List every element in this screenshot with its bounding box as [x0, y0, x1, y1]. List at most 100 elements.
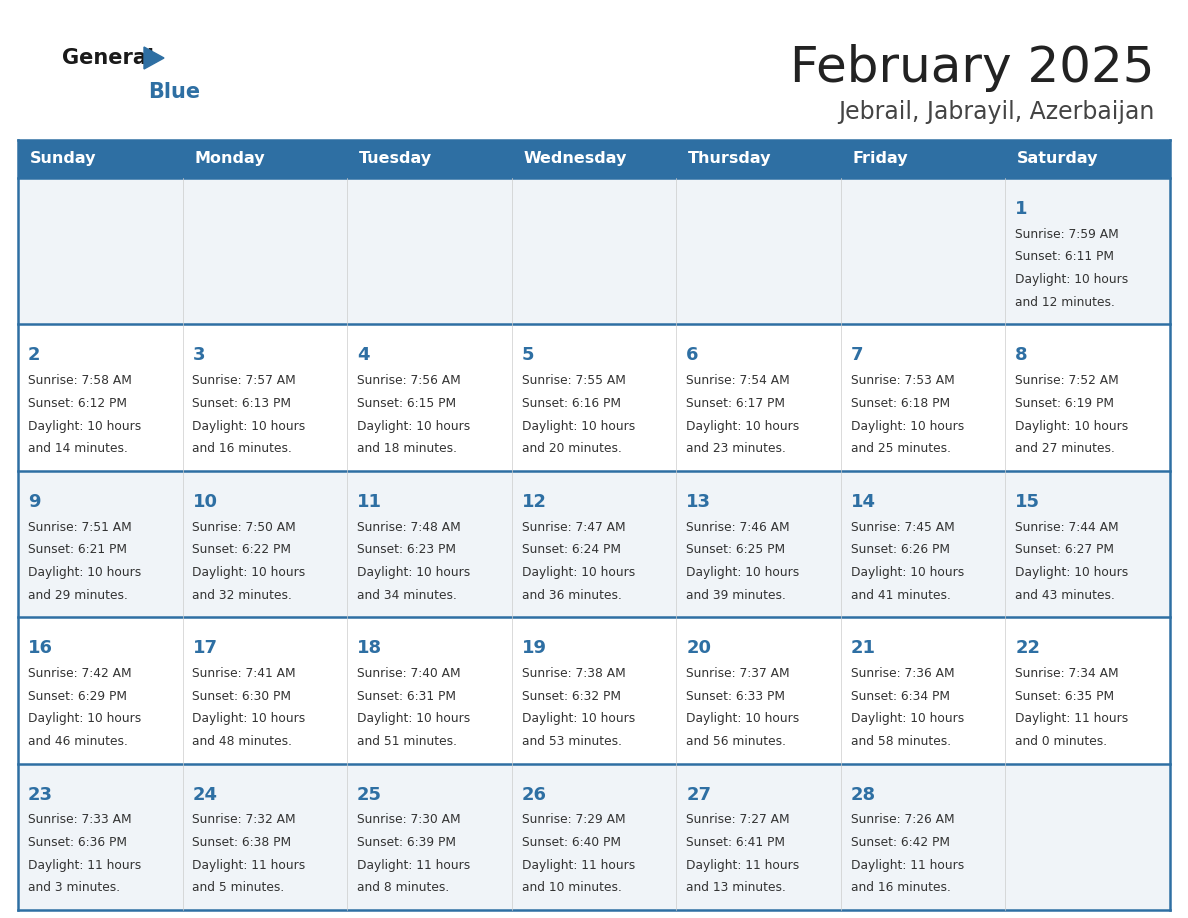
- Text: Monday: Monday: [194, 151, 265, 166]
- Bar: [18, 764, 1170, 910]
- Text: Sunrise: 7:29 AM: Sunrise: 7:29 AM: [522, 813, 625, 826]
- Text: Sunset: 6:39 PM: Sunset: 6:39 PM: [358, 836, 456, 849]
- Text: Sunset: 6:21 PM: Sunset: 6:21 PM: [27, 543, 127, 556]
- Text: Sunrise: 7:50 AM: Sunrise: 7:50 AM: [192, 521, 296, 533]
- Text: Sunrise: 7:44 AM: Sunrise: 7:44 AM: [1016, 521, 1119, 533]
- Text: 11: 11: [358, 493, 383, 510]
- Text: Sunrise: 7:37 AM: Sunrise: 7:37 AM: [687, 667, 790, 680]
- Bar: [183, 140, 347, 178]
- Text: and 12 minutes.: and 12 minutes.: [1016, 296, 1116, 308]
- Text: Tuesday: Tuesday: [359, 151, 431, 166]
- Text: and 32 minutes.: and 32 minutes.: [192, 588, 292, 601]
- Text: Sunset: 6:18 PM: Sunset: 6:18 PM: [851, 397, 950, 409]
- Text: Sunday: Sunday: [30, 151, 96, 166]
- Text: Sunrise: 7:41 AM: Sunrise: 7:41 AM: [192, 667, 296, 680]
- Text: Sunrise: 7:38 AM: Sunrise: 7:38 AM: [522, 667, 625, 680]
- Text: Sunset: 6:22 PM: Sunset: 6:22 PM: [192, 543, 291, 556]
- Text: Sunset: 6:38 PM: Sunset: 6:38 PM: [192, 836, 291, 849]
- Text: Daylight: 11 hours: Daylight: 11 hours: [687, 858, 800, 872]
- Bar: [512, 140, 676, 178]
- Text: Sunset: 6:26 PM: Sunset: 6:26 PM: [851, 543, 949, 556]
- Text: Sunset: 6:41 PM: Sunset: 6:41 PM: [687, 836, 785, 849]
- Text: Sunrise: 7:51 AM: Sunrise: 7:51 AM: [27, 521, 132, 533]
- Text: Daylight: 10 hours: Daylight: 10 hours: [1016, 420, 1129, 432]
- Text: Daylight: 10 hours: Daylight: 10 hours: [358, 420, 470, 432]
- Text: Sunset: 6:31 PM: Sunset: 6:31 PM: [358, 689, 456, 702]
- Text: Sunrise: 7:53 AM: Sunrise: 7:53 AM: [851, 375, 954, 387]
- Text: Thursday: Thursday: [688, 151, 771, 166]
- Text: 20: 20: [687, 639, 712, 657]
- Text: Daylight: 10 hours: Daylight: 10 hours: [522, 712, 634, 725]
- Text: Sunset: 6:30 PM: Sunset: 6:30 PM: [192, 689, 291, 702]
- Text: Sunset: 6:12 PM: Sunset: 6:12 PM: [27, 397, 127, 409]
- Text: Daylight: 10 hours: Daylight: 10 hours: [27, 420, 141, 432]
- Bar: [676, 140, 841, 178]
- Text: and 29 minutes.: and 29 minutes.: [27, 588, 128, 601]
- Text: February 2025: February 2025: [790, 44, 1155, 92]
- Text: and 51 minutes.: and 51 minutes.: [358, 735, 457, 748]
- Text: Daylight: 10 hours: Daylight: 10 hours: [27, 566, 141, 579]
- Text: Sunrise: 7:52 AM: Sunrise: 7:52 AM: [1016, 375, 1119, 387]
- Text: and 10 minutes.: and 10 minutes.: [522, 881, 621, 894]
- Text: and 41 minutes.: and 41 minutes.: [851, 588, 950, 601]
- Text: Daylight: 10 hours: Daylight: 10 hours: [1016, 566, 1129, 579]
- Text: 16: 16: [27, 639, 53, 657]
- Text: and 36 minutes.: and 36 minutes.: [522, 588, 621, 601]
- Text: Sunrise: 7:34 AM: Sunrise: 7:34 AM: [1016, 667, 1119, 680]
- Text: 24: 24: [192, 786, 217, 803]
- Text: Daylight: 10 hours: Daylight: 10 hours: [522, 420, 634, 432]
- Bar: [18, 178, 1170, 324]
- Text: and 20 minutes.: and 20 minutes.: [522, 442, 621, 455]
- Bar: [18, 140, 183, 178]
- Text: and 27 minutes.: and 27 minutes.: [1016, 442, 1116, 455]
- Text: and 16 minutes.: and 16 minutes.: [192, 442, 292, 455]
- Text: Wednesday: Wednesday: [523, 151, 626, 166]
- Text: and 13 minutes.: and 13 minutes.: [687, 881, 786, 894]
- Text: 23: 23: [27, 786, 53, 803]
- Text: and 14 minutes.: and 14 minutes.: [27, 442, 128, 455]
- Text: Sunset: 6:13 PM: Sunset: 6:13 PM: [192, 397, 291, 409]
- Text: Daylight: 11 hours: Daylight: 11 hours: [1016, 712, 1129, 725]
- Bar: [18, 617, 1170, 764]
- Text: Daylight: 10 hours: Daylight: 10 hours: [1016, 274, 1129, 286]
- Text: 26: 26: [522, 786, 546, 803]
- Text: Daylight: 10 hours: Daylight: 10 hours: [27, 712, 141, 725]
- Text: Sunrise: 7:45 AM: Sunrise: 7:45 AM: [851, 521, 954, 533]
- Text: Sunset: 6:42 PM: Sunset: 6:42 PM: [851, 836, 949, 849]
- Text: Blue: Blue: [148, 82, 200, 102]
- Text: Daylight: 10 hours: Daylight: 10 hours: [687, 420, 800, 432]
- Text: 7: 7: [851, 346, 864, 364]
- Text: Daylight: 11 hours: Daylight: 11 hours: [192, 858, 305, 872]
- Text: and 46 minutes.: and 46 minutes.: [27, 735, 128, 748]
- Text: 2: 2: [27, 346, 40, 364]
- Text: 1: 1: [1016, 200, 1028, 218]
- Text: 3: 3: [192, 346, 206, 364]
- Text: Sunset: 6:40 PM: Sunset: 6:40 PM: [522, 836, 620, 849]
- Text: Daylight: 11 hours: Daylight: 11 hours: [851, 858, 963, 872]
- Text: and 23 minutes.: and 23 minutes.: [687, 442, 786, 455]
- Text: Daylight: 10 hours: Daylight: 10 hours: [358, 712, 470, 725]
- Text: Daylight: 10 hours: Daylight: 10 hours: [687, 566, 800, 579]
- Polygon shape: [144, 47, 164, 69]
- Text: Sunset: 6:16 PM: Sunset: 6:16 PM: [522, 397, 620, 409]
- Bar: [18, 324, 1170, 471]
- Text: Sunrise: 7:40 AM: Sunrise: 7:40 AM: [358, 667, 461, 680]
- Text: Daylight: 10 hours: Daylight: 10 hours: [522, 566, 634, 579]
- Text: Sunset: 6:23 PM: Sunset: 6:23 PM: [358, 543, 456, 556]
- Text: Sunrise: 7:26 AM: Sunrise: 7:26 AM: [851, 813, 954, 826]
- Text: Daylight: 10 hours: Daylight: 10 hours: [851, 566, 963, 579]
- Text: 21: 21: [851, 639, 876, 657]
- Bar: [841, 140, 1005, 178]
- Text: Jebrail, Jabrayil, Azerbaijan: Jebrail, Jabrayil, Azerbaijan: [839, 100, 1155, 124]
- Text: Sunset: 6:36 PM: Sunset: 6:36 PM: [27, 836, 127, 849]
- Text: and 58 minutes.: and 58 minutes.: [851, 735, 950, 748]
- Text: Sunrise: 7:54 AM: Sunrise: 7:54 AM: [687, 375, 790, 387]
- Text: Daylight: 11 hours: Daylight: 11 hours: [522, 858, 634, 872]
- Text: and 0 minutes.: and 0 minutes.: [1016, 735, 1107, 748]
- Text: Daylight: 10 hours: Daylight: 10 hours: [192, 712, 305, 725]
- Text: 19: 19: [522, 639, 546, 657]
- Text: 22: 22: [1016, 639, 1041, 657]
- Text: Sunrise: 7:56 AM: Sunrise: 7:56 AM: [358, 375, 461, 387]
- Text: 27: 27: [687, 786, 712, 803]
- Text: Sunset: 6:24 PM: Sunset: 6:24 PM: [522, 543, 620, 556]
